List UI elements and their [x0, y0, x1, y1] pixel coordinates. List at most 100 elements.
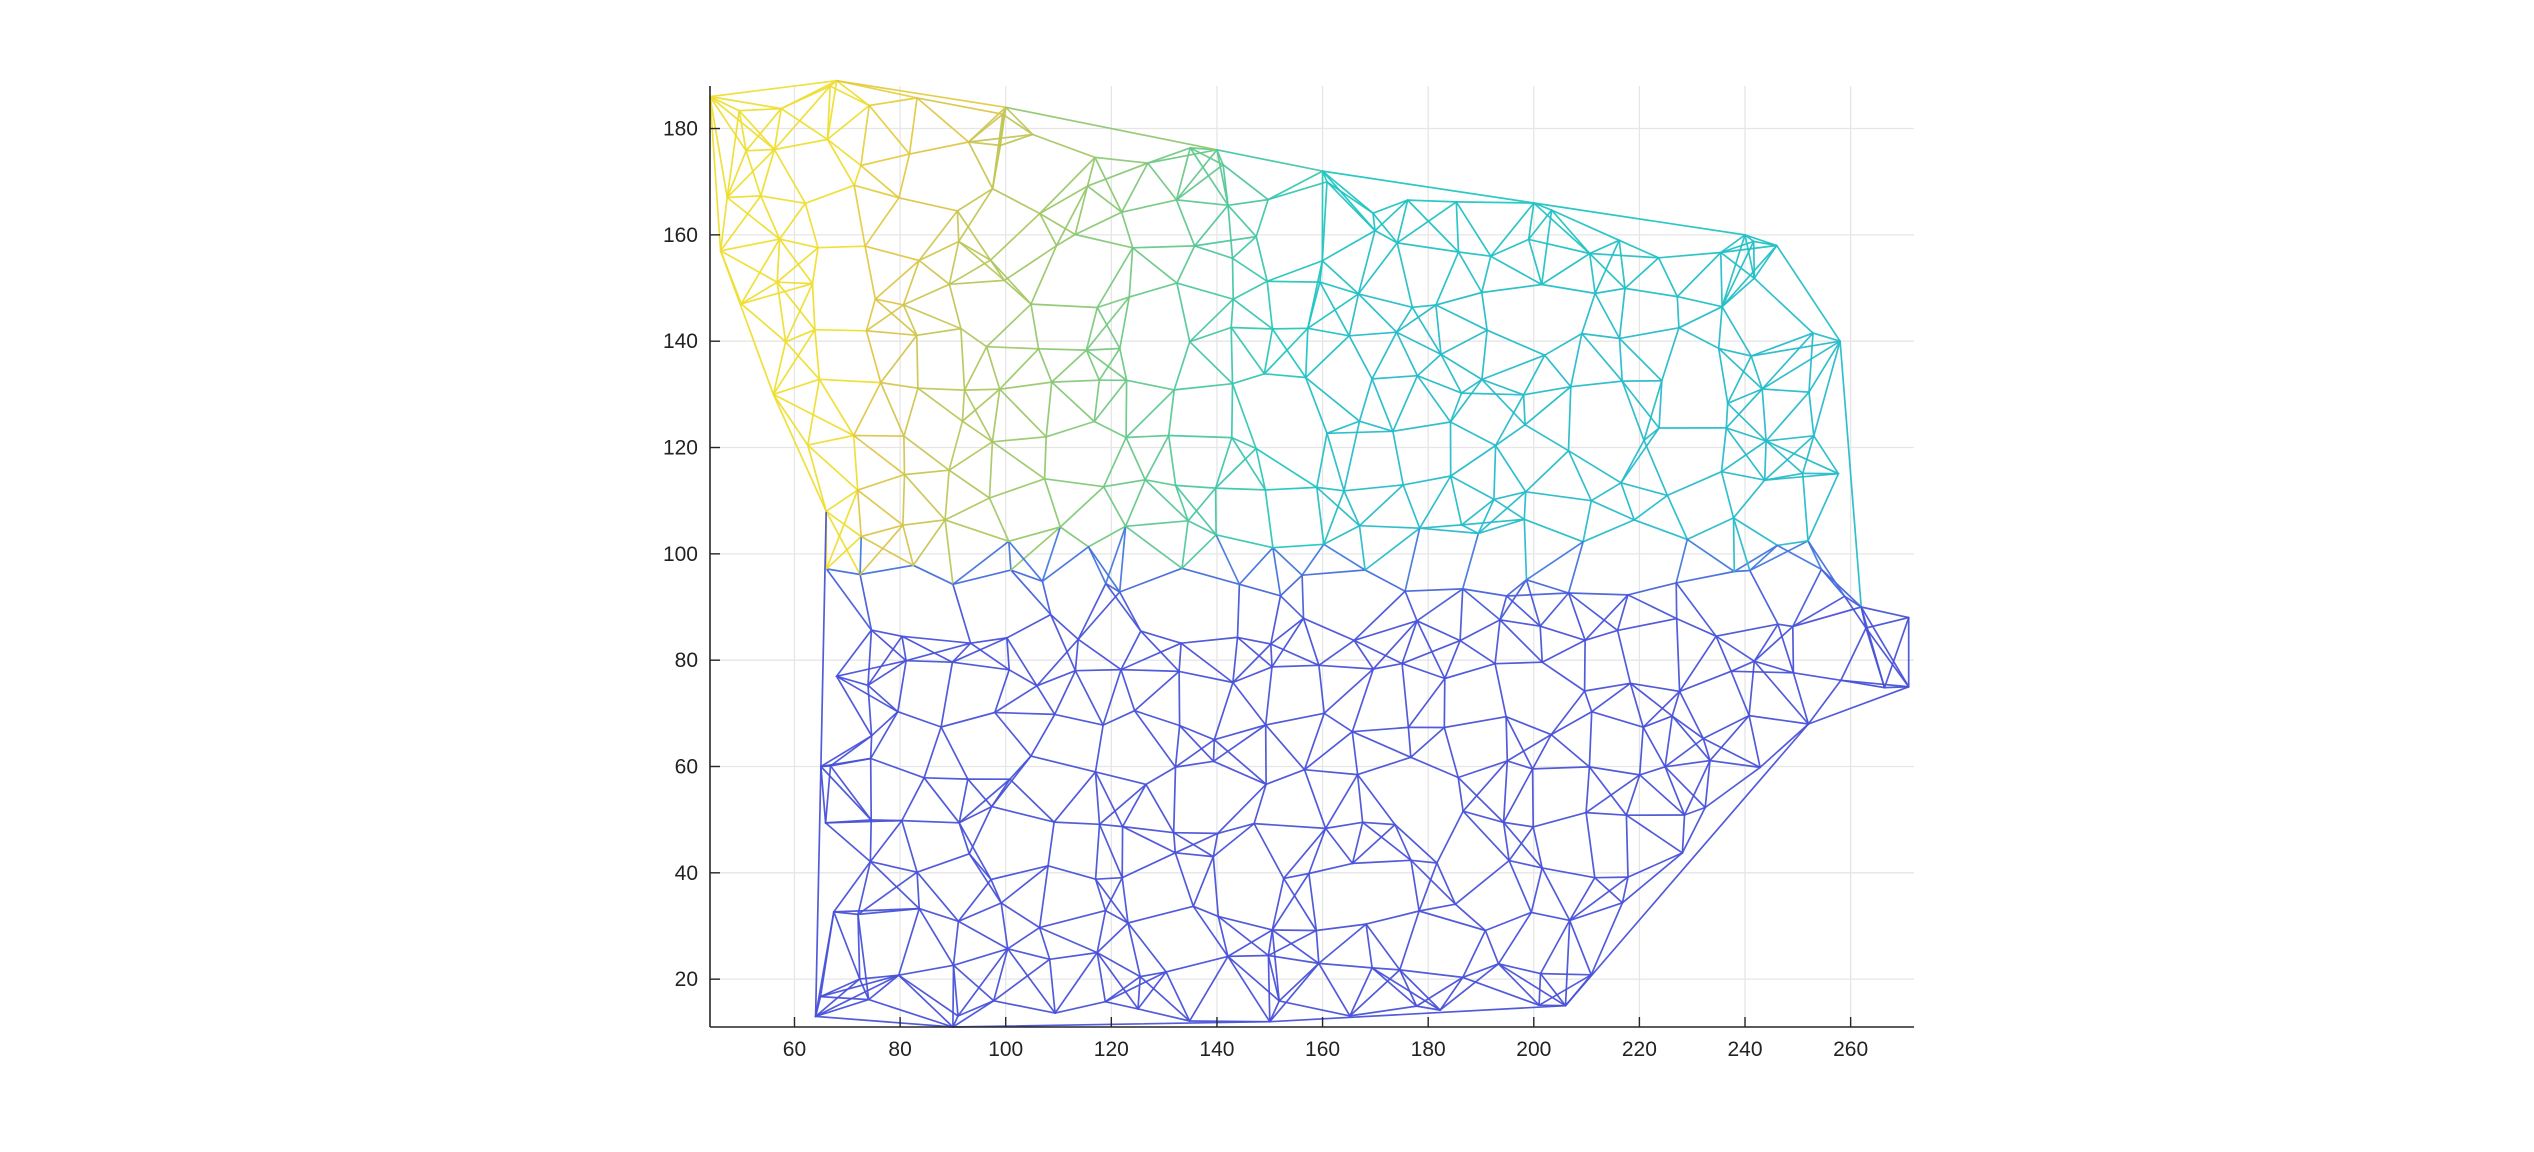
mesh-edge: [1681, 814, 1686, 854]
mesh-edge: [1128, 282, 1178, 298]
mesh-edge: [1038, 185, 1089, 215]
mesh-edge: [992, 958, 1051, 1002]
mesh-edge: [1489, 202, 1535, 258]
mesh-edge: [1733, 544, 1779, 573]
mesh-edge: [1009, 755, 1032, 781]
mesh-edge: [1174, 738, 1216, 768]
mesh-edge: [1214, 436, 1233, 489]
mesh-edge: [1353, 639, 1403, 665]
mesh-edge: [957, 999, 995, 1017]
mesh-edge: [1098, 347, 1121, 382]
mesh-edge: [1550, 733, 1591, 768]
mesh-edge: [1461, 588, 1508, 597]
mesh-edge: [1416, 353, 1442, 377]
mesh-edge: [1212, 832, 1219, 858]
mesh-edge: [857, 907, 921, 916]
mesh-edge: [1720, 470, 1735, 519]
mesh-edge: [1098, 783, 1147, 826]
mesh-edge: [726, 148, 776, 199]
mesh-edge: [1317, 962, 1373, 969]
mesh-edge: [773, 148, 807, 205]
mesh-edge: [1671, 715, 1705, 740]
mesh-edge: [1568, 876, 1629, 922]
mesh-edge: [1038, 909, 1107, 929]
mesh-edge: [900, 776, 925, 822]
mesh-edge: [1394, 823, 1438, 864]
mesh-edge: [1761, 340, 1841, 390]
mesh-edge: [1077, 582, 1107, 641]
mesh-edge: [1074, 669, 1104, 726]
mesh-edge: [1502, 768, 1534, 824]
mesh-edge: [1227, 955, 1271, 1023]
mesh-edge: [1638, 726, 1645, 776]
mesh-edge: [1146, 148, 1218, 164]
mesh-edge: [1539, 625, 1544, 664]
mesh-edge: [944, 519, 1010, 543]
mesh-edge: [1642, 726, 1666, 768]
mesh-edge: [990, 864, 1049, 881]
mesh-edge: [829, 757, 872, 767]
mesh-edge: [1353, 590, 1406, 642]
mesh-edge: [897, 907, 921, 977]
mesh-edge: [1272, 546, 1282, 597]
mesh-edge: [719, 196, 729, 252]
mesh-edge: [1349, 969, 1401, 1017]
mesh-edge: [952, 583, 972, 645]
mesh-edge: [952, 569, 1012, 586]
mesh-edge: [1457, 776, 1505, 824]
mesh-edge: [869, 860, 918, 874]
mesh-edge: [1675, 617, 1717, 638]
mesh-edge: [1216, 822, 1255, 835]
mesh-edge: [1102, 668, 1122, 726]
mesh-edge: [1761, 332, 1814, 390]
mesh-edge: [1357, 293, 1414, 309]
mesh-edge: [958, 778, 969, 824]
mesh-edge: [1178, 724, 1215, 763]
mesh-edge: [1753, 625, 1794, 663]
mesh-edge: [1720, 470, 1766, 481]
mesh-edge: [915, 327, 962, 337]
mesh-edge: [1050, 379, 1101, 383]
mesh-edge: [1055, 233, 1077, 247]
mesh-edge: [1719, 251, 1756, 280]
mesh-edge: [776, 281, 787, 343]
mesh-edge: [1321, 180, 1328, 262]
mesh-edge: [1351, 730, 1412, 759]
mesh-edge: [912, 564, 954, 586]
mesh-edge: [1118, 525, 1127, 593]
mesh-edge: [865, 329, 918, 337]
mesh-edge: [1457, 251, 1492, 258]
mesh-edge: [1222, 163, 1229, 207]
mesh-edge: [967, 113, 1004, 143]
mesh-edge: [709, 95, 747, 152]
mesh-edge: [1753, 623, 1779, 663]
mesh-edge: [1791, 625, 1795, 674]
mesh-edge: [1840, 679, 1886, 689]
mesh-edge: [1118, 347, 1128, 382]
mesh-edge: [778, 202, 807, 240]
mesh-edge: [1675, 617, 1681, 693]
mesh-edge: [1763, 434, 1815, 481]
mesh-edge: [1715, 635, 1732, 673]
mesh-edge: [1748, 569, 1779, 626]
mesh-edge: [1748, 540, 1809, 572]
mesh-edge: [1765, 434, 1815, 442]
mesh-edge: [1436, 810, 1464, 864]
mesh-edge: [825, 489, 859, 570]
mesh-edge: [1808, 340, 1841, 393]
mesh-edge: [1253, 822, 1327, 830]
mesh-edge: [1133, 709, 1181, 727]
mesh-edge: [1678, 690, 1705, 740]
mesh-edge: [1497, 962, 1540, 1007]
mesh-edge: [1732, 479, 1766, 519]
mesh-edge: [1410, 859, 1438, 864]
mesh-edge: [993, 711, 1056, 716]
mesh-edge: [1543, 354, 1572, 388]
mesh-edge: [869, 819, 903, 863]
mesh-edge: [1461, 962, 1500, 979]
mesh-edge: [740, 281, 779, 305]
mesh-edge: [1748, 714, 1810, 725]
mesh-edge: [1086, 162, 1149, 187]
mesh-edge: [1230, 436, 1267, 491]
